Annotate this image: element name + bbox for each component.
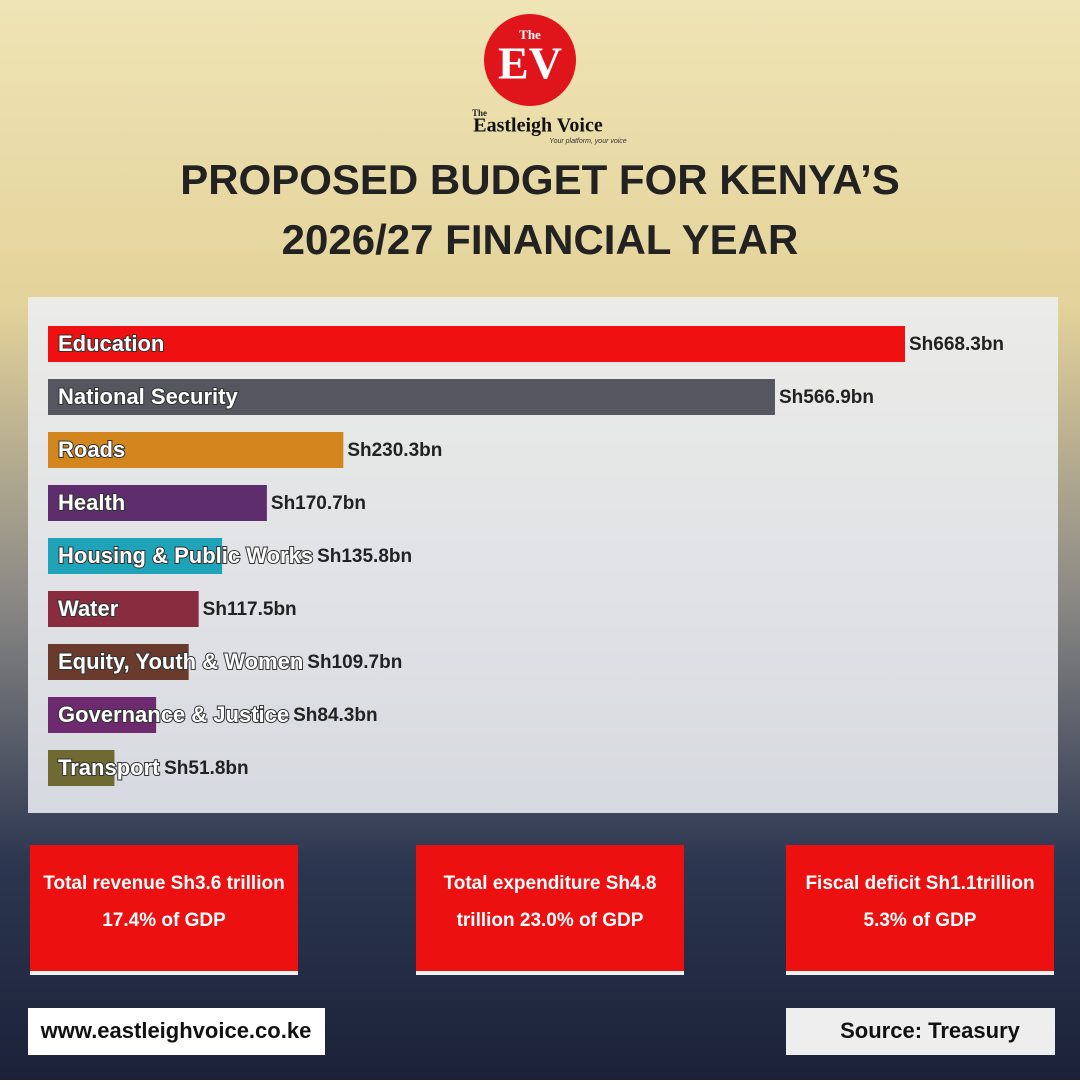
value-label: Sh230.3bn [347,440,442,461]
category-label: Roads [58,437,125,462]
website: www.eastleighvoice.co.ke [40,1018,312,1043]
stat-text: trillion 23.0% of GDP [457,910,644,931]
value-label: Sh566.9bn [779,387,874,408]
brand-tagline: Your platform, your voice [549,138,627,145]
logo-mark: EV [498,38,562,89]
logo-circle [484,14,576,106]
bar [48,697,157,733]
stat-text: Total expenditure Sh4.8 [444,873,657,894]
value-label: Sh668.3bn [909,334,1004,355]
value-label: Sh117.5bn [203,599,297,620]
bar [48,750,115,786]
category-label: Governance & Justice [58,702,289,727]
category-label: Water [58,596,119,621]
category-label: Equity, Youth & Women [58,649,303,674]
bar-group: Education Sh668.3bn National Security Sh566… [48,326,1004,786]
brand-prefix: The [472,108,487,118]
value-label: Sh84.3bn [293,705,377,726]
stat-box-edge [30,971,298,975]
category-label: National Security [58,384,238,409]
chart-title: PROPOSED BUDGET FOR KENYA’S [180,156,900,203]
stat-text: Total revenue Sh3.6 trillion [43,873,284,894]
bar [48,538,223,574]
category-label: Transport [58,755,160,780]
category-label: Housing & Public Works [58,543,313,568]
bar [48,485,267,521]
value-label: Sh109.7bn [307,652,402,673]
footer-box [28,1008,325,1055]
bar [48,591,199,627]
source: Source: Treasury [840,1018,1021,1043]
bar [48,644,189,680]
bar [48,379,775,415]
chart-title: 2026/27 FINANCIAL YEAR [282,216,799,263]
stat-box [786,845,1054,975]
value-label: Sh51.8bn [164,758,248,779]
value-label: Sh135.8bn [317,546,412,567]
stat-text: Fiscal deficit Sh1.1trillion [805,873,1034,894]
category-label: Education [58,331,164,356]
stat-box-edge [416,971,684,975]
stat-box [30,845,298,975]
brand-name: Eastleigh Voice [473,115,603,137]
bar [48,432,344,468]
stat-text: 17.4% of GDP [102,910,226,931]
stat-box-edge [786,971,1054,975]
stat-text: 5.3% of GDP [864,910,977,931]
stat-box [416,845,684,975]
category-label: Health [58,490,125,515]
footer-box [786,1008,1055,1055]
value-label: Sh170.7bn [271,493,366,514]
stat-boxes: Total revenue Sh3.6 trillion 17.4% of GDP… [30,845,1054,975]
bar [48,326,905,362]
logo-small: The [519,27,541,42]
